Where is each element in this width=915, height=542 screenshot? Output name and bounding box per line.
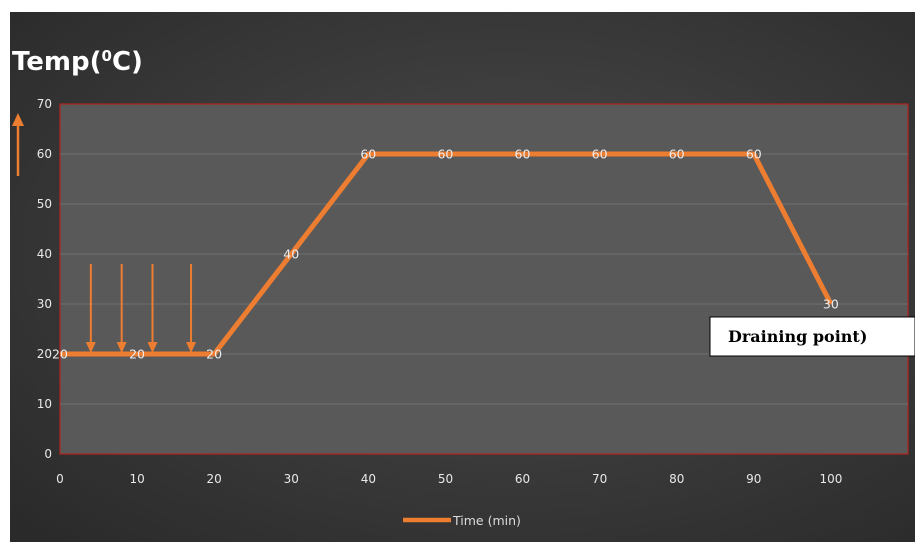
series-lines [60, 151, 834, 357]
legend-label: Time (min) [452, 513, 521, 528]
draining-point-annotation: Draining point) [709, 316, 915, 357]
data-label: 30 [823, 297, 839, 312]
x-tick-label: 70 [592, 472, 607, 486]
data-label: 60 [515, 147, 531, 162]
down-arrow [147, 264, 158, 353]
data-label: 40 [283, 247, 299, 262]
y-tick-label: 70 [37, 97, 52, 111]
x-tick-label: 50 [438, 472, 453, 486]
data-label: 20 [206, 347, 222, 362]
data-label: 60 [746, 147, 762, 162]
x-tick-label: 20 [207, 472, 222, 486]
x-tick-label: 10 [129, 472, 144, 486]
x-tick-label: 80 [669, 472, 684, 486]
data-label: 20 [52, 347, 68, 362]
x-tick-label: 0 [56, 472, 64, 486]
x-axis-ticks: 0 10 20 30 40 50 60 70 80 90 100 [56, 472, 842, 486]
y-tick-label: 60 [37, 147, 52, 161]
chart-title: Temp(0C) [12, 47, 143, 77]
x-tick-label: 30 [284, 472, 299, 486]
y-tick-label: 40 [37, 247, 52, 261]
data-label: 60 [360, 147, 376, 162]
down-arrow [85, 264, 96, 353]
annotation-box [709, 316, 915, 357]
plot-area [59, 103, 909, 455]
legend: Time (min) [403, 513, 521, 528]
data-label: 20 [129, 347, 145, 362]
y-tick-label: 30 [37, 297, 52, 311]
series-line [60, 151, 834, 357]
y-axis-up-arrow [12, 113, 24, 176]
x-tick-label: 60 [515, 472, 530, 486]
x-tick-label: 100 [819, 472, 842, 486]
annotation-text: Draining point) [728, 327, 867, 346]
x-tick-label: 90 [746, 472, 761, 486]
down-arrow [116, 264, 127, 353]
y-axis-ticks: 0 10 20 30 40 50 60 70 [37, 97, 52, 461]
data-label: 60 [669, 147, 685, 162]
y-tick-label: 10 [37, 397, 52, 411]
y-tick-label: 50 [37, 197, 52, 211]
data-label: 60 [437, 147, 453, 162]
down-arrow [186, 264, 197, 353]
y-tick-label: 20 [37, 347, 52, 361]
y-tick-label: 0 [44, 447, 52, 461]
data-label: 60 [592, 147, 608, 162]
line-chart: Temp(0C) 0 10 20 30 40 50 60 70 0 10 20 30 40 50 60 70… [10, 12, 915, 542]
chart-container: Temp(0C) 0 10 20 30 40 50 60 70 0 10 20 30 40 50 60 70… [10, 12, 915, 542]
x-tick-label: 40 [361, 472, 376, 486]
data-labels: 20 20 20 40 60 60 60 60 60 60 30 [52, 147, 839, 362]
down-arrows [85, 264, 197, 353]
